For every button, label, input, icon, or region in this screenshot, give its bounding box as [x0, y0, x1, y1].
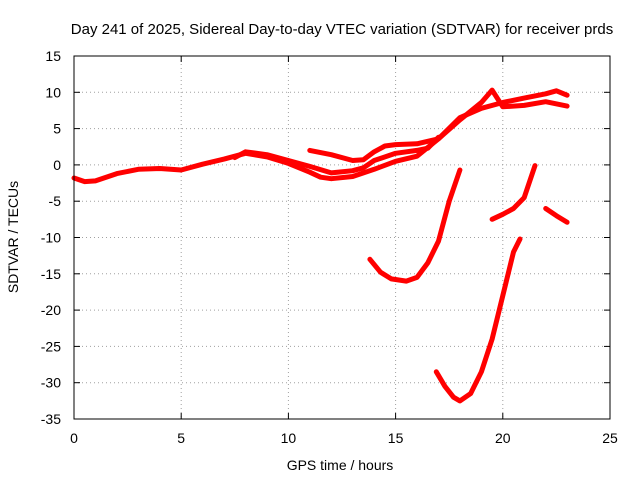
axis-ticks: 0 5 10 15 20 25 -35 -30 -25 -20 -15 -10 -5 0 5 10 15	[41, 48, 618, 446]
x-tick-label: 25	[602, 430, 618, 446]
x-tick-label: 15	[388, 430, 404, 446]
chart-title: Day 241 of 2025, Sidereal Day-to-day VTE…	[71, 21, 613, 38]
series-group	[71, 87, 570, 404]
y-tick-label: -35	[41, 411, 61, 427]
series-line-segment-15h	[367, 167, 463, 284]
grid	[74, 56, 610, 419]
y-tick-label: -30	[41, 375, 61, 391]
series-line-main-trace-a	[71, 88, 570, 185]
x-tick-label: 10	[281, 430, 297, 446]
y-tick-label: 10	[45, 84, 61, 100]
y-axis-label: SDTVAR / TECUs	[5, 181, 21, 293]
y-tick-label: 15	[45, 48, 61, 64]
y-tick-label: 5	[53, 121, 61, 137]
x-tick-label: 20	[495, 430, 511, 446]
x-tick-label: 0	[70, 430, 78, 446]
y-tick-label: -20	[41, 302, 61, 318]
y-tick-label: -15	[41, 266, 61, 282]
y-tick-label: -25	[41, 338, 61, 354]
series-line-segment-20h	[489, 163, 538, 222]
y-tick-label: -10	[41, 230, 61, 246]
series-line-segment-18h	[433, 236, 523, 404]
series-line-segment-22h	[543, 206, 570, 225]
series-line-main-trace-b	[232, 134, 441, 176]
y-tick-label: 0	[53, 157, 61, 173]
series-line-main-trace-c	[307, 87, 570, 163]
y-tick-label: -5	[49, 193, 62, 209]
x-tick-label: 5	[177, 430, 185, 446]
x-axis-label: GPS time / hours	[287, 457, 394, 473]
